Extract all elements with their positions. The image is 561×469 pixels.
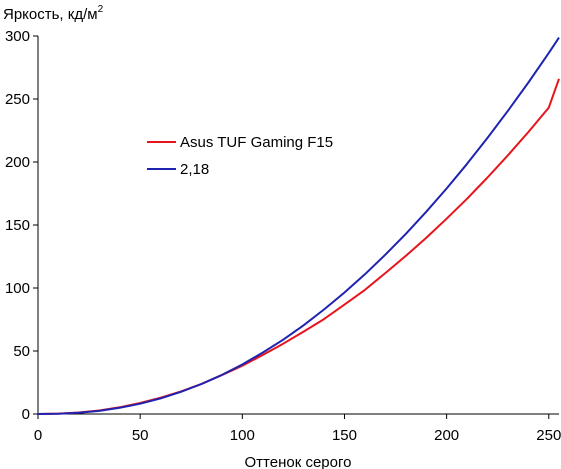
y-axis-title: Яркость, кд/м2: [3, 4, 104, 23]
series-line-measured: [37, 78, 560, 415]
x-tick-label: 100: [230, 427, 255, 444]
y-tick-label: 300: [5, 28, 30, 45]
x-tick-label: 150: [332, 427, 357, 444]
y-tick-label: 250: [5, 91, 30, 108]
x-tick-label: 200: [434, 427, 459, 444]
x-tick-label: 0: [34, 427, 42, 444]
y-axis-title-superscript: 2: [98, 4, 104, 15]
x-tick-label: 250: [536, 427, 561, 444]
y-tick-label: 0: [22, 406, 30, 423]
y-tick-label: 150: [5, 217, 30, 234]
series-line-gamma: [37, 37, 560, 415]
plot-area: 0 50 100 150 200 250 300 0 50 100 150 200 250 Asus TU…: [5, 28, 561, 444]
y-tick-label: 200: [5, 154, 30, 171]
x-tick-label: 50: [132, 427, 149, 444]
legend-label: Asus TUF Gaming F15: [180, 134, 333, 151]
legend-label: 2,18: [180, 161, 209, 178]
y-axis-title-text: Яркость, кд/м: [3, 6, 98, 23]
y-tick-label: 50: [13, 343, 30, 360]
y-tick-label: 100: [5, 280, 30, 297]
x-axis-title: Оттенок серого: [245, 454, 352, 469]
